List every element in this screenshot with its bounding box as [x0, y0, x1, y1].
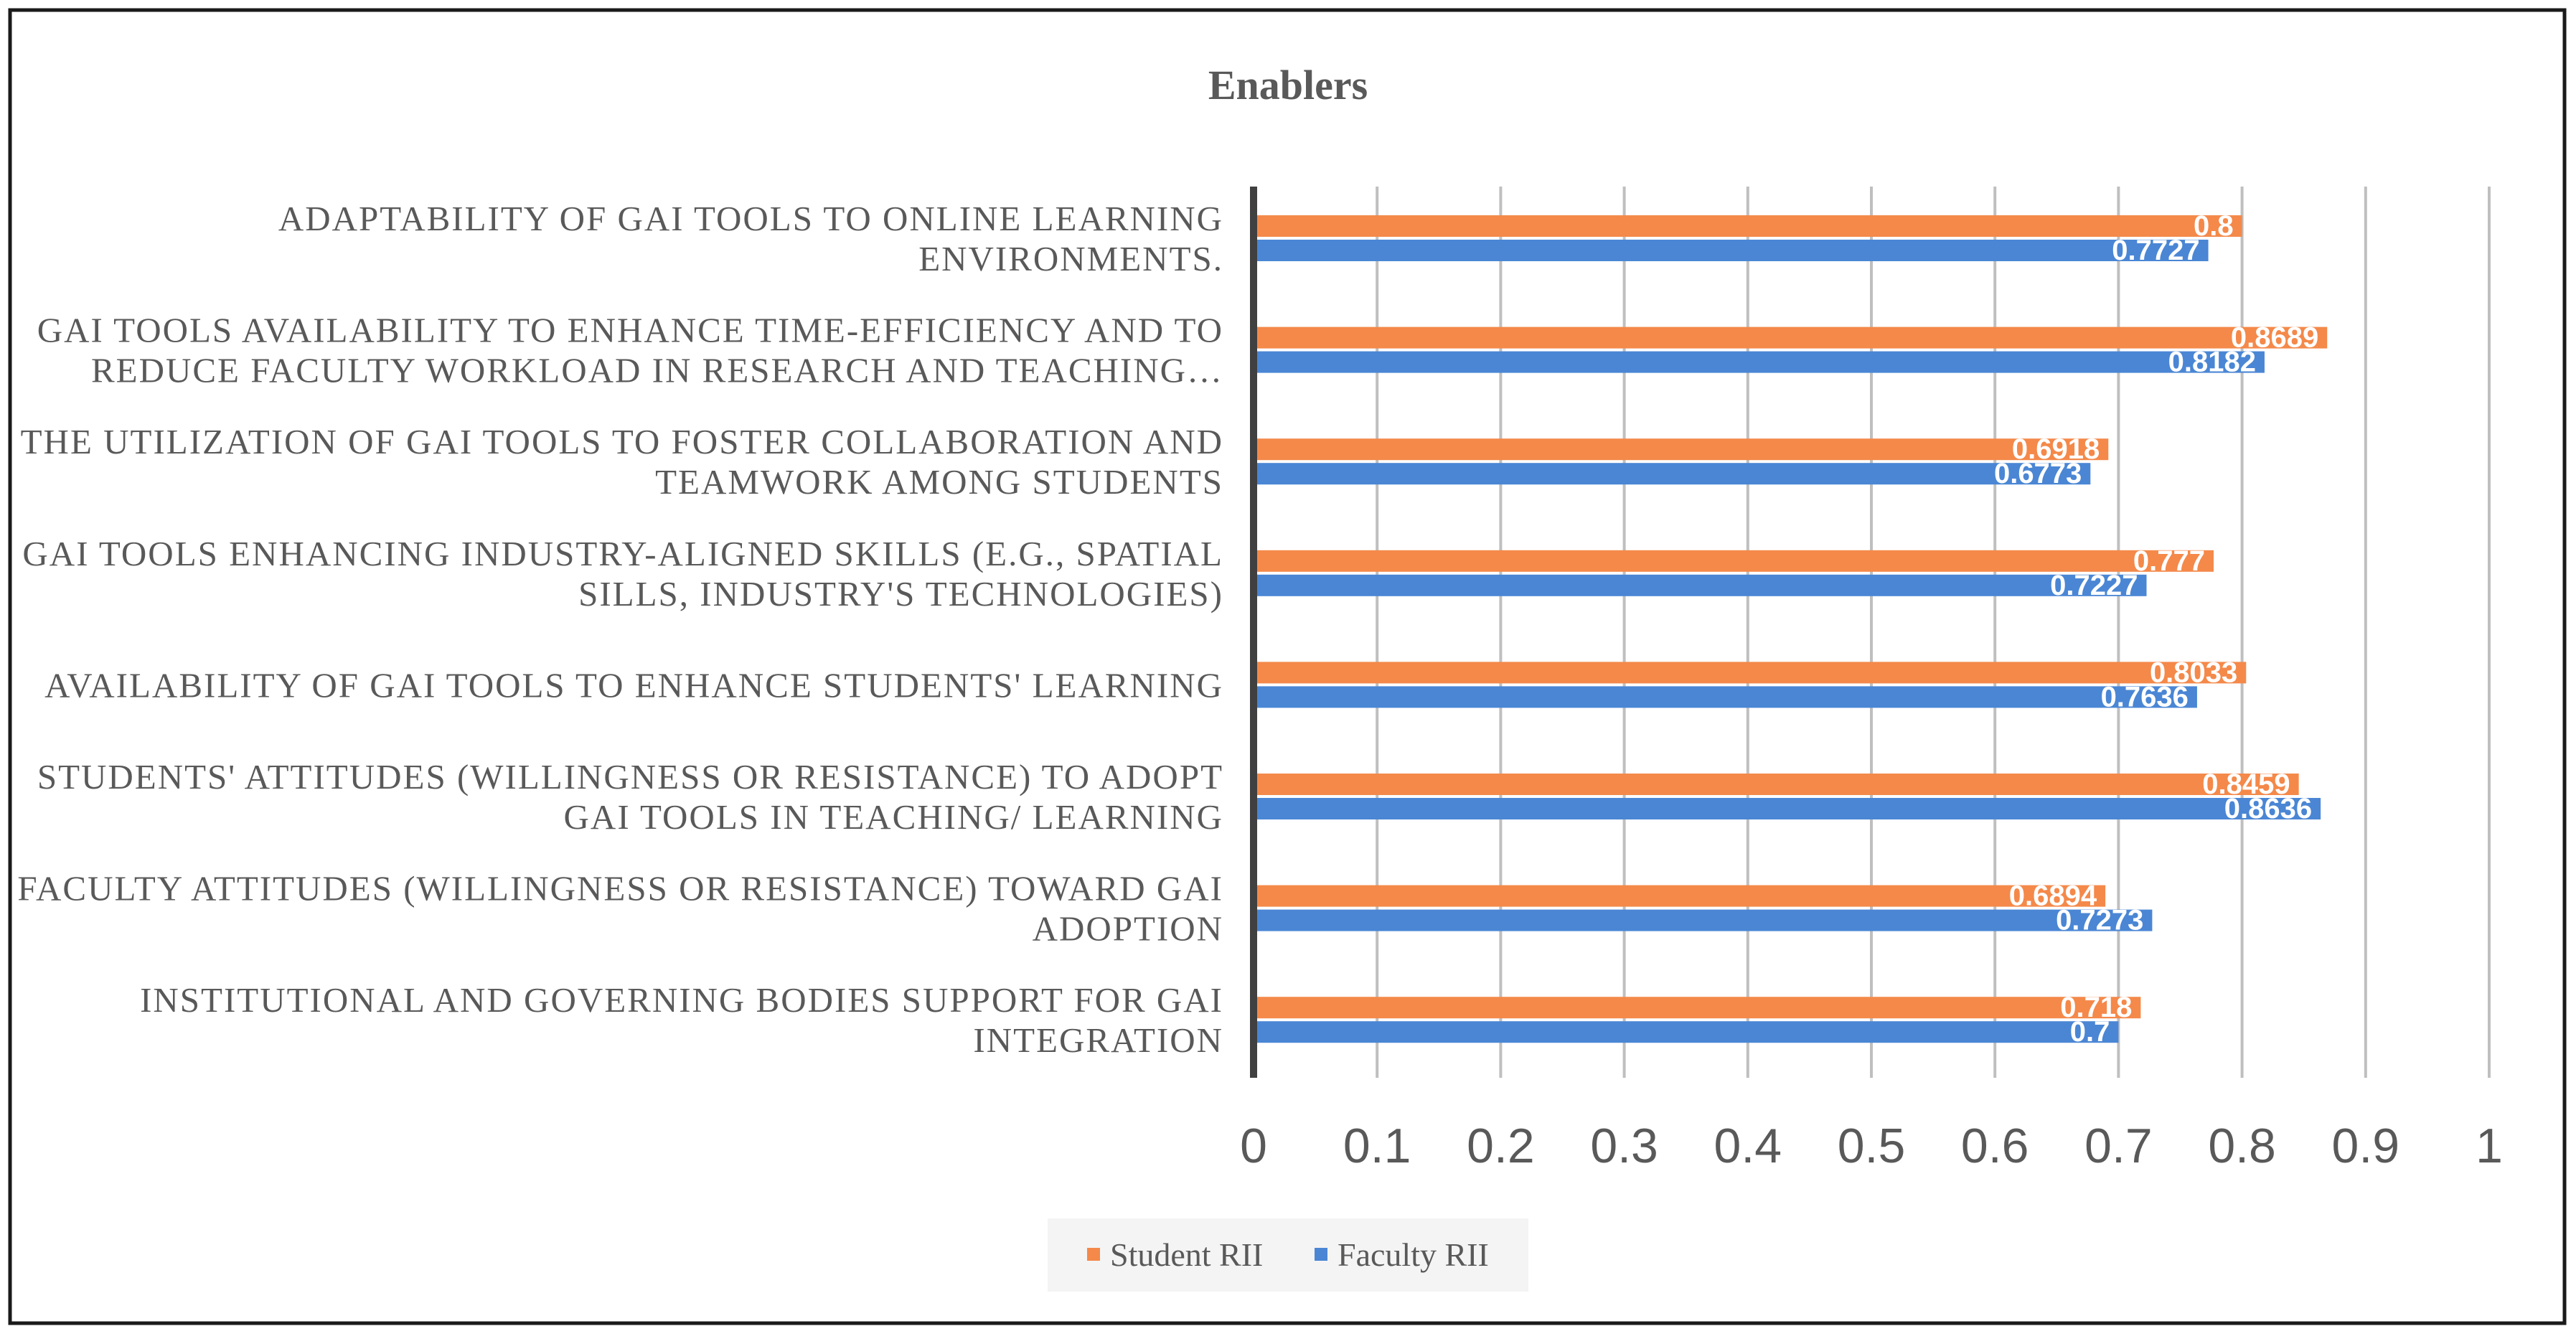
bar-faculty-rii — [1254, 798, 2321, 819]
bar-faculty-rii — [1254, 1021, 2119, 1043]
data-label-faculty-rii: 0.7273 — [2056, 905, 2143, 936]
category-label: SILLS, INDUSTRY'S TECHNOLOGIES) — [578, 574, 1223, 614]
category-label: ADAPTABILITY OF GAI TOOLS TO ONLINE LEAR… — [278, 199, 1223, 238]
category-label: TEAMWORK AMONG STUDENTS — [655, 462, 1223, 502]
category-label: REDUCE FACULTY WORKLOAD IN RESEARCH AND … — [91, 351, 1223, 390]
category-label: GAI TOOLS AVAILABILITY TO ENHANCE TIME-E… — [37, 311, 1223, 350]
data-labels: 0.80.77270.86890.81820.69180.67730.7770.… — [1994, 210, 2318, 1048]
bar-student-rii — [1254, 662, 2247, 684]
legend-label-faculty: Faculty RII — [1338, 1236, 1489, 1273]
category-label: FACULTY ATTITUDES (WILLINGNESS OR RESIST… — [17, 869, 1223, 908]
data-label-faculty-rii: 0.7727 — [2112, 235, 2199, 266]
data-label-student-rii: 0.8 — [2194, 210, 2234, 242]
category-label: ENVIRONMENTS. — [918, 239, 1223, 278]
data-label-student-rii: 0.8033 — [2150, 657, 2237, 688]
x-tick-label: 0.2 — [1467, 1119, 1535, 1173]
category-label: GAI TOOLS ENHANCING INDUSTRY-ALIGNED SKI… — [22, 534, 1223, 573]
category-label: AVAILABILITY OF GAI TOOLS TO ENHANCE STU… — [44, 665, 1223, 705]
data-label-faculty-rii: 0.7 — [2070, 1016, 2110, 1048]
x-tick-label: 0.4 — [1714, 1119, 1782, 1173]
bar-faculty-rii — [1254, 686, 2197, 708]
data-label-faculty-rii: 0.6773 — [1994, 458, 2082, 489]
bar-faculty-rii — [1254, 351, 2265, 373]
x-tick-label: 0.9 — [2332, 1119, 2400, 1173]
bar-student-rii — [1254, 438, 2109, 461]
category-label: INTEGRATION — [973, 1020, 1223, 1060]
x-tick-label: 0.5 — [1838, 1119, 1906, 1173]
x-axis-ticks: 0 0.1 0.2 0.3 0.4 0.5 0.6 0.7 0.8 0.9 1 — [1240, 1119, 2503, 1173]
x-tick-label: 0.6 — [1961, 1119, 2029, 1173]
data-label-student-rii: 0.6918 — [2012, 433, 2100, 465]
data-label-faculty-rii: 0.8636 — [2224, 793, 2312, 824]
data-label-student-rii: 0.8459 — [2202, 769, 2290, 800]
bar-student-rii — [1254, 885, 2106, 907]
chart-title: Enablers — [1208, 62, 1368, 108]
bar-student-rii — [1254, 326, 2328, 349]
data-label-student-rii: 0.718 — [2060, 992, 2132, 1023]
data-label-faculty-rii: 0.8182 — [2168, 347, 2256, 378]
category-label: ADOPTION — [1033, 909, 1223, 949]
legend-swatch-student — [1087, 1248, 1100, 1261]
bar-student-rii — [1254, 550, 2214, 572]
x-tick-label: 0.1 — [1343, 1119, 1411, 1173]
bar-faculty-rii — [1254, 909, 2153, 931]
legend-box — [1048, 1218, 1528, 1292]
category-label: THE UTILIZATION OF GAI TOOLS TO FOSTER C… — [21, 422, 1223, 461]
bars — [1254, 215, 2328, 1043]
x-tick-label: 1 — [2476, 1119, 2503, 1173]
data-label-faculty-rii: 0.7636 — [2101, 681, 2189, 713]
bar-faculty-rii — [1254, 240, 2209, 261]
data-label-faculty-rii: 0.7227 — [2050, 570, 2138, 601]
bar-student-rii — [1254, 997, 2141, 1019]
legend: Student RII Faculty RII — [1048, 1218, 1528, 1292]
bar-student-rii — [1254, 215, 2242, 237]
category-label: GAI TOOLS IN TEACHING/ LEARNING — [564, 797, 1223, 837]
x-tick-label: 0 — [1240, 1119, 1267, 1173]
category-label: STUDENTS' ATTITUDES (WILLINGNESS OR RESI… — [37, 757, 1223, 796]
x-tick-label: 0.8 — [2208, 1119, 2276, 1173]
data-label-student-rii: 0.6894 — [2009, 880, 2097, 912]
data-label-student-rii: 0.8689 — [2231, 322, 2318, 354]
category-labels: ADAPTABILITY OF GAI TOOLS TO ONLINE LEAR… — [17, 199, 1223, 1060]
category-label: INSTITUTIONAL AND GOVERNING BODIES SUPPO… — [140, 980, 1223, 1020]
bar-faculty-rii — [1254, 463, 2091, 485]
x-tick-label: 0.7 — [2084, 1119, 2153, 1173]
data-label-student-rii: 0.777 — [2133, 545, 2205, 577]
legend-swatch-faculty — [1315, 1248, 1327, 1261]
bar-student-rii — [1254, 774, 2299, 795]
legend-label-student: Student RII — [1110, 1236, 1263, 1273]
bar-faculty-rii — [1254, 574, 2147, 596]
x-tick-label: 0.3 — [1590, 1119, 1658, 1173]
